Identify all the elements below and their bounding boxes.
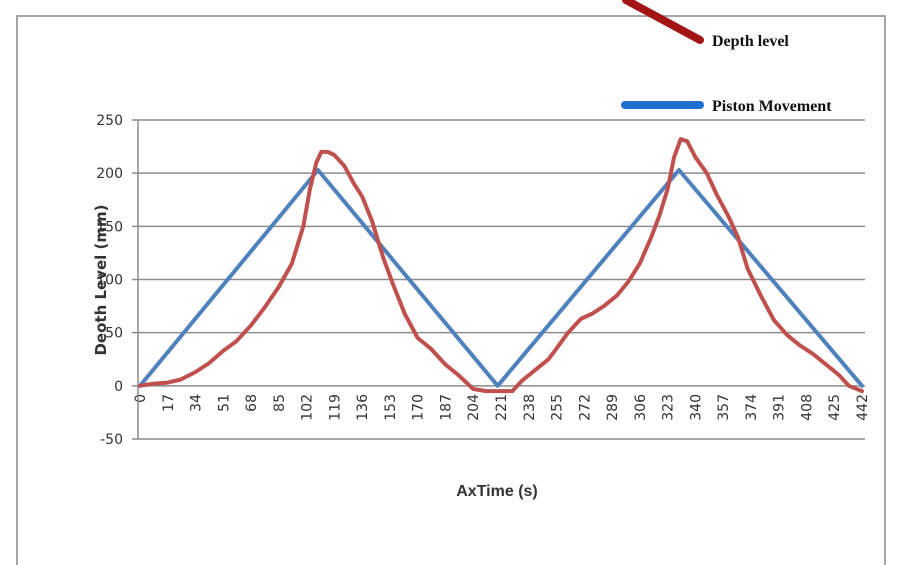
x-axis-title: AxTime (s) — [456, 483, 538, 500]
x-tick-label: 136 — [355, 394, 371, 421]
x-tick-label: 357 — [716, 394, 732, 421]
x-tick-label: 289 — [605, 394, 621, 421]
x-tick-label: 119 — [327, 394, 343, 421]
y-tick-label: -50 — [100, 432, 123, 448]
x-tick-label: 442 — [855, 394, 871, 421]
x-tick-label: 68 — [244, 394, 260, 412]
x-tick-label: 187 — [438, 394, 454, 421]
x-tick-label: 425 — [827, 394, 843, 421]
legend-item-depth-level: Depth level — [622, 0, 789, 50]
y-tick-label: 50 — [105, 326, 123, 342]
x-tick-label: 102 — [300, 394, 316, 421]
y-tick-label: 0 — [114, 379, 123, 395]
y-tick-label: 100 — [96, 273, 123, 289]
x-tick-label: 85 — [272, 394, 288, 412]
x-tick-label: 340 — [688, 394, 704, 421]
chart-frame — [16, 15, 886, 565]
x-tick-label: 153 — [383, 394, 399, 421]
x-tick-label: 255 — [550, 394, 566, 421]
x-tick-label: 323 — [661, 394, 677, 421]
legend-label: Depth level — [712, 33, 789, 50]
x-tick-label: 221 — [494, 394, 510, 421]
y-axis-title: Deoth Level (mm) — [92, 204, 110, 355]
x-tick-label: 391 — [772, 394, 788, 421]
series-line-depth-level — [138, 137, 864, 394]
y-tick-label: 150 — [96, 219, 123, 235]
x-tick-label: 272 — [577, 394, 593, 421]
x-tick-label: 374 — [744, 394, 760, 421]
x-tick-label: 408 — [799, 394, 815, 421]
x-axis-ticks: 0 17 34 51 68 85 102 119 136 153 170 187 204 221 238 25… — [133, 394, 871, 421]
legend-swatch-red — [622, 0, 704, 44]
legend: Depth level Piston Movement — [621, 0, 832, 115]
x-tick-label: 34 — [189, 394, 205, 412]
y-tick-label: 200 — [96, 166, 123, 182]
x-tick-label: 17 — [161, 394, 177, 412]
legend-label: Piston Movement — [712, 98, 832, 115]
y-axis-ticks: 250 200 150 100 50 0 -50 — [96, 113, 123, 448]
x-tick-label: 204 — [466, 394, 482, 421]
gridlines — [132, 119, 865, 440]
data-series — [138, 137, 864, 394]
legend-item-piston-movement: Piston Movement — [621, 98, 832, 115]
x-tick-label: 51 — [216, 394, 232, 412]
x-tick-label: 306 — [633, 394, 649, 421]
x-tick-label: 0 — [133, 394, 149, 403]
y-tick-label: 250 — [96, 113, 123, 129]
x-tick-label: 170 — [411, 394, 427, 421]
x-tick-label: 238 — [522, 394, 538, 421]
